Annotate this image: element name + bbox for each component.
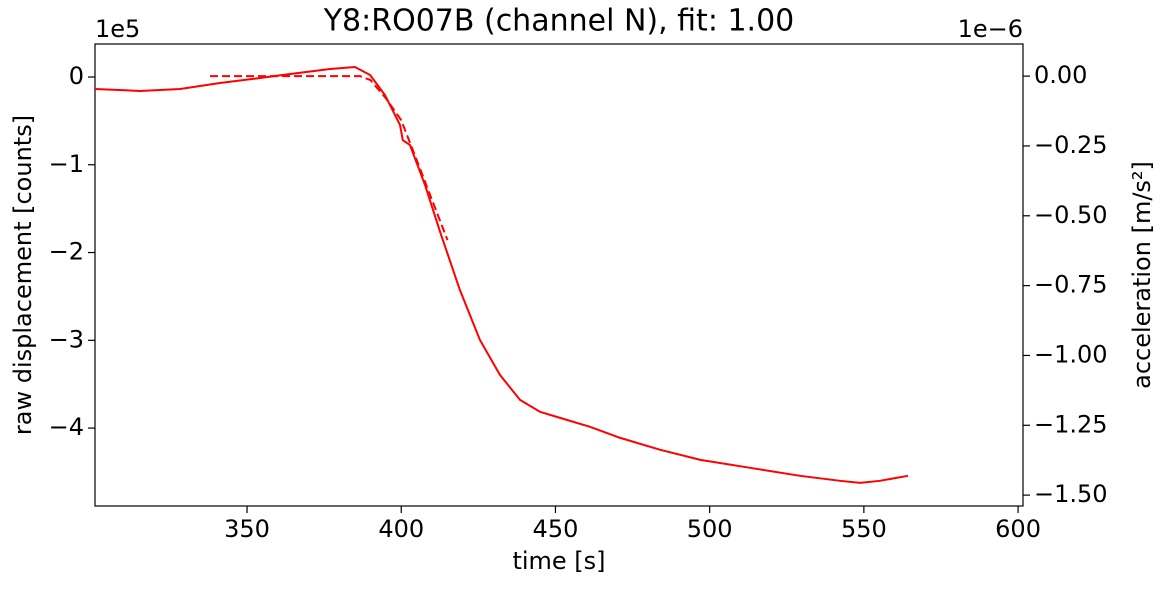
x-tick-label: 400	[378, 515, 424, 543]
y-tick-label: −2	[49, 238, 84, 266]
x-tick-label: 550	[841, 515, 887, 543]
data-line	[210, 75, 449, 241]
y-tick-label: −4	[49, 413, 84, 441]
y-axis-label: raw displacement [counts]	[9, 115, 37, 435]
y2-tick-label: −0.50	[1034, 201, 1108, 229]
x-axis-label: time [s]	[512, 547, 605, 575]
y-tick-label: 0	[69, 62, 84, 90]
y2-tick-label: −1.25	[1034, 410, 1108, 438]
y2-tick-label: −1.00	[1034, 340, 1108, 368]
chart-title: Y8:RO07B (channel N), fit: 1.00	[323, 4, 795, 39]
plot-frame	[94, 43, 1024, 507]
x-tick-label: 600	[995, 515, 1041, 543]
x-tick-label: 350	[224, 515, 270, 543]
x-tick-label: 450	[533, 515, 579, 543]
y-tick-label: −3	[49, 325, 84, 353]
y2-tick-label: 0.00	[1034, 61, 1087, 89]
y-offset-label: 1e5	[95, 15, 140, 43]
y2-axis-label: acceleration [m/s²]	[1128, 161, 1156, 389]
y-tick-label: −1	[49, 150, 84, 178]
x-tick-label: 500	[687, 515, 733, 543]
y2-tick-label: −0.25	[1034, 131, 1108, 159]
y2-tick-label: −1.50	[1034, 480, 1108, 508]
data-line	[94, 65, 909, 484]
y2-tick-label: −0.75	[1034, 271, 1108, 299]
y2-offset-label: 1e−6	[958, 15, 1023, 43]
